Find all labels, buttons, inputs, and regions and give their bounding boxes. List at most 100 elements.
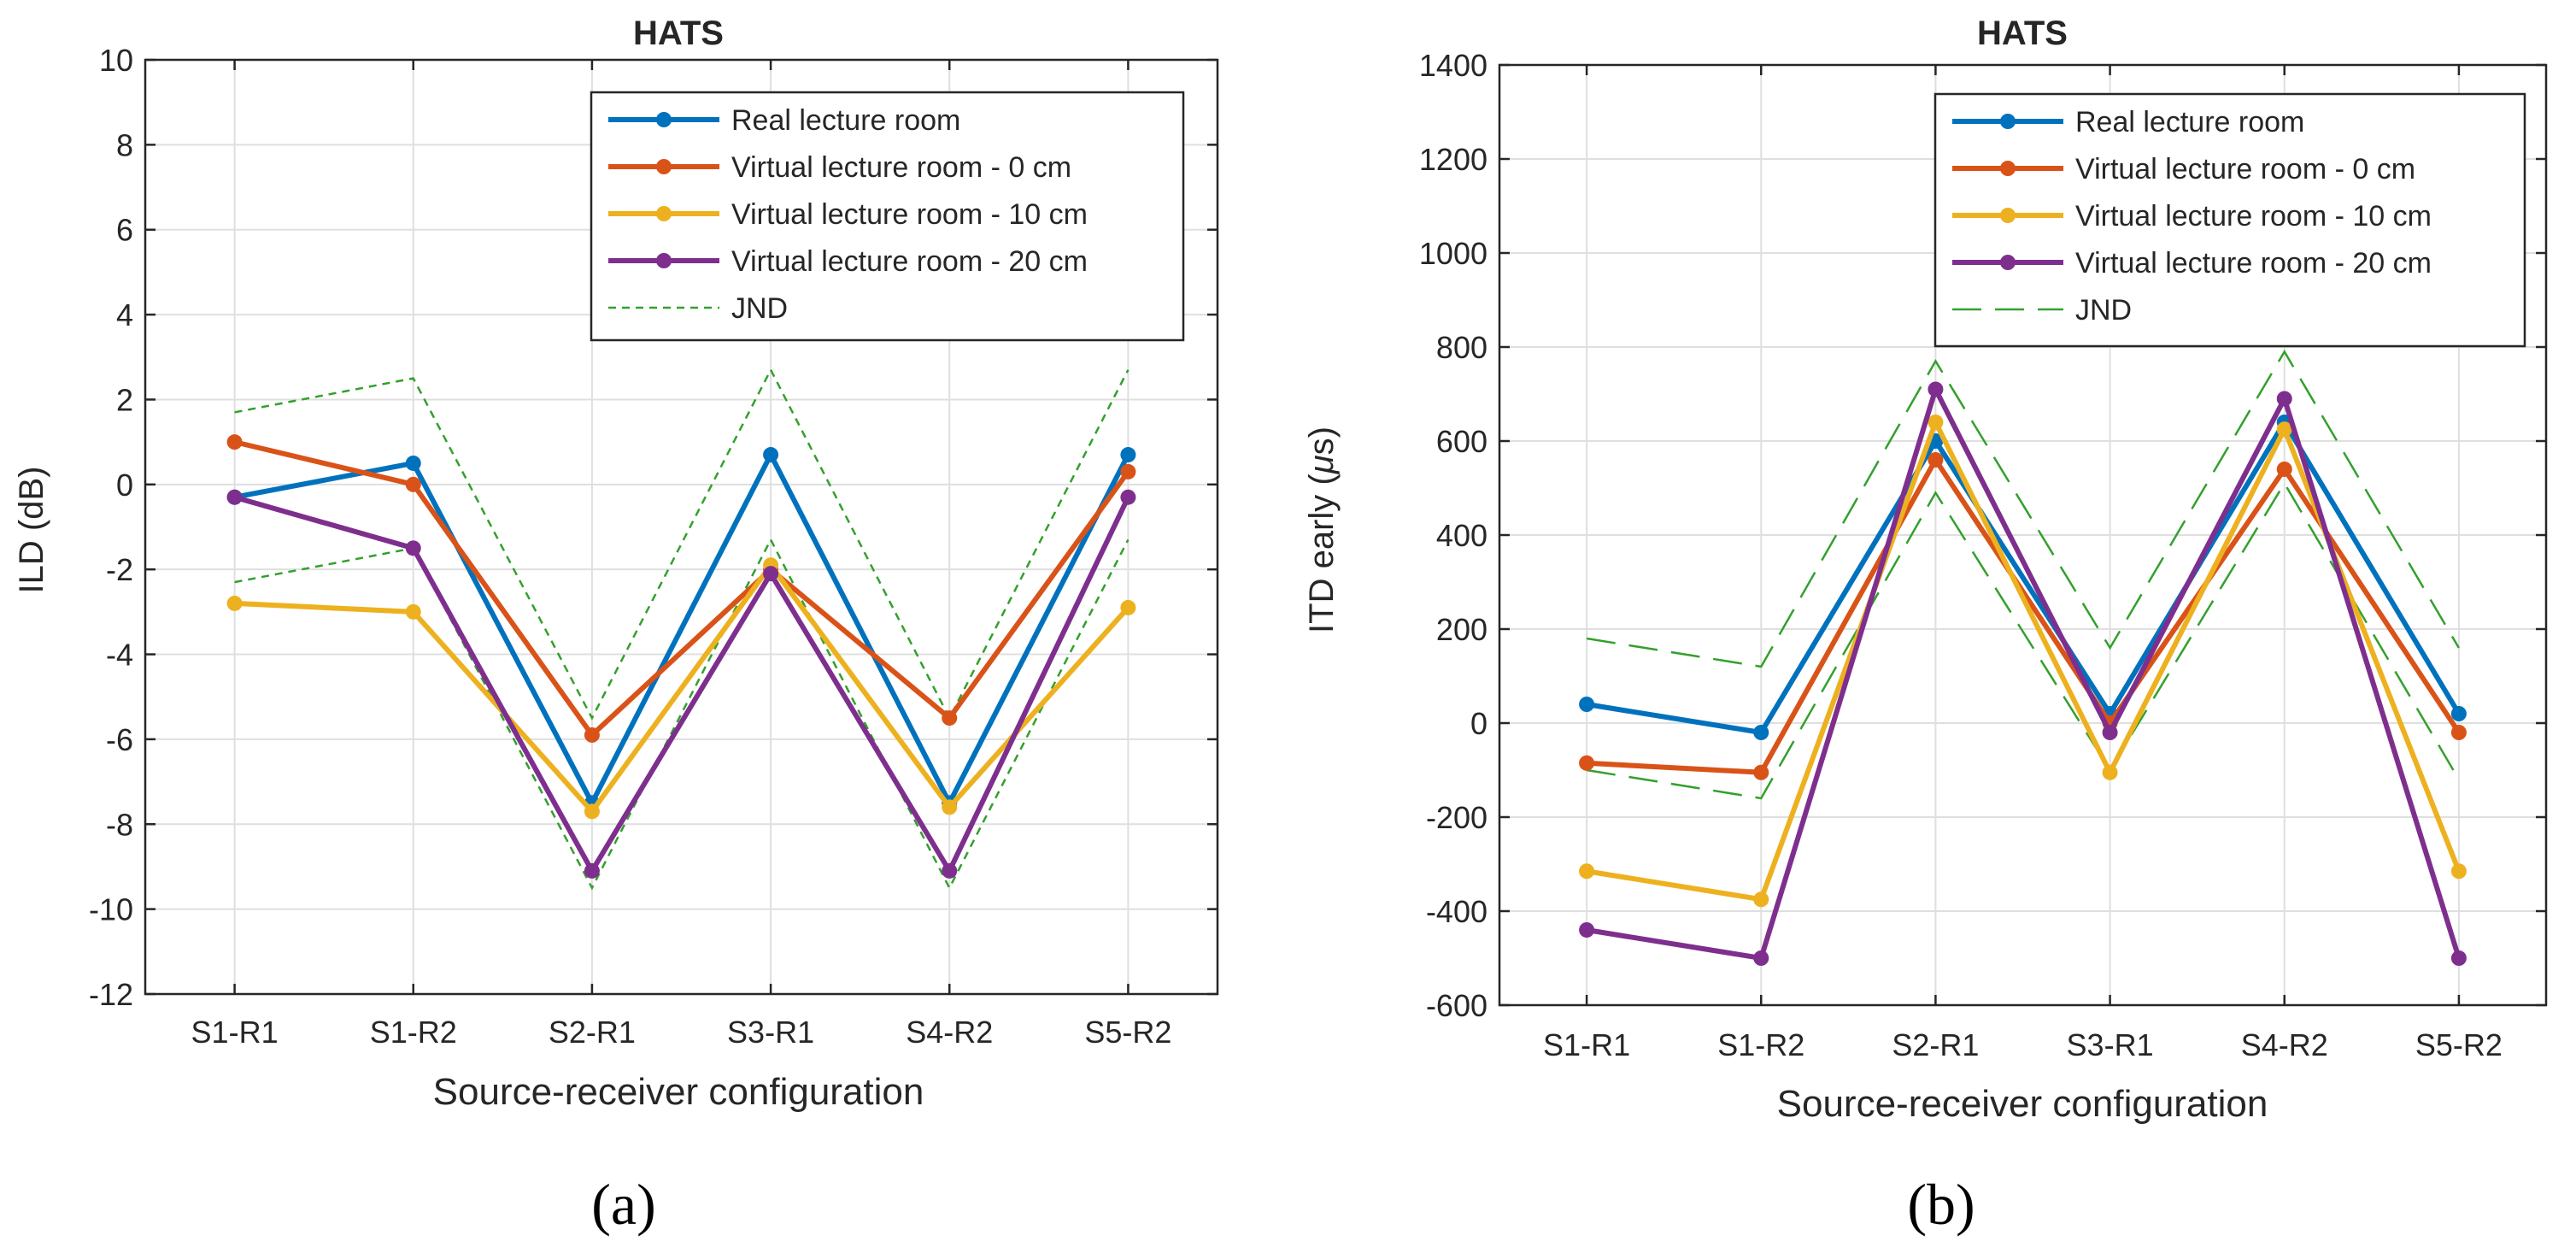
series-line [1586,420,2462,903]
legend-label: Real lecture room [2075,106,2304,138]
legend-label: JND [2075,294,2132,327]
panel-caption: (a) [591,1172,655,1237]
y-tick-label: -200 [1426,800,1488,835]
data-point [1120,463,1136,479]
data-point [1753,891,1769,908]
series-line [1586,457,2462,775]
legend-item: Virtual lecture room - 10 cm [1952,200,2432,232]
y-tick-label: 0 [1470,706,1488,741]
data-point [2102,764,2118,780]
data-point [1120,447,1136,463]
data-point [226,595,243,611]
y-axis-label: ITD early (μs) [1303,427,1341,633]
series-line [1586,420,2462,735]
data-point [942,710,958,727]
y-tick-label: 8 [116,127,133,162]
data-point [584,727,600,743]
jnd-line-lower [234,537,1130,891]
x-tick-label: S3-R1 [2067,1027,2154,1062]
panel-caption: (b) [1907,1172,1975,1237]
legend-label: JND [731,292,788,325]
jnd-line-lower [1586,481,2460,800]
data-point [2450,706,2467,721]
y-tick-label: 800 [1436,330,1488,365]
legend-item: Virtual lecture room - 20 cm [608,245,1088,278]
data-point [1928,452,1944,468]
y-tick-label: 4 [116,297,133,332]
data-point [405,540,421,556]
legend-label: Virtual lecture room - 10 cm [2075,200,2432,232]
axes-box [144,58,1219,996]
y-tick-label: -4 [106,638,133,673]
x-tick-label: S5-R2 [1084,1015,1171,1050]
legend-swatch-marker [2000,208,2016,223]
data-point [1579,863,1595,880]
data-point [2276,421,2292,438]
data-point [405,476,421,492]
y-tick-label: 0 [116,468,133,503]
y-tick-label: 1000 [1419,236,1488,271]
legend-item: Virtual lecture room - 0 cm [608,151,1071,184]
y-tick-label: 1200 [1419,142,1488,177]
data-point [942,799,958,815]
series-line [234,452,1131,806]
data-point [584,862,600,879]
legend-item: JND [608,292,788,325]
legend: Real lecture room Virtual lecture room - … [1933,92,2526,348]
y-tick-label: -400 [1426,894,1488,929]
data-point [405,455,421,471]
legend-swatch-marker [656,253,672,268]
x-tick-label: S5-R2 [2415,1027,2503,1062]
series-line [234,562,1130,815]
series-line [1586,386,2462,961]
data-point [1753,764,1769,780]
x-tick-label: S1-R2 [370,1015,457,1050]
data-point [763,566,779,582]
y-tick-label: 1400 [1419,48,1488,83]
y-tick-label: -2 [106,552,133,587]
legend-swatch-marker [656,206,672,221]
data-point [1579,755,1595,771]
y-axis-label-prefix: ITD early ( [1303,474,1341,633]
y-axis-label-unit: μ [1303,455,1341,474]
y-tick-label: -6 [106,722,133,757]
legend-label: Virtual lecture room - 20 cm [731,245,1088,278]
chart-title: HATS [1977,15,2068,52]
data-point [1928,381,1944,397]
y-tick-label: 400 [1436,518,1488,553]
data-point [1579,697,1595,712]
data-point [763,447,779,463]
x-tick-label: S4-R2 [2241,1027,2328,1062]
y-tick-label: 10 [99,43,133,78]
x-tick-label: S2-R1 [549,1015,636,1050]
chart-title: HATS [633,15,724,52]
data-point [2450,950,2467,966]
legend-swatch-marker [656,112,672,127]
legend: Real lecture room Virtual lecture room - … [590,91,1185,342]
data-point [405,603,421,620]
y-axis-label: ILD (dB) [13,467,50,594]
x-tick-label: S1-R2 [1717,1027,1804,1062]
legend-label: Virtual lecture room - 0 cm [2075,153,2415,185]
jnd-line-upper [234,367,1130,721]
data-point [1120,599,1136,615]
y-tick-label: -600 [1426,988,1488,1023]
y-tick-label: -10 [89,892,133,927]
series-line [233,494,1131,874]
data-point [942,862,958,879]
data-point [226,489,243,505]
x-tick-label: S2-R1 [1892,1027,1979,1062]
y-tick-label: 2 [116,382,133,417]
data-point [584,803,600,820]
chart-panel-a: HATS ILD (dB) Source-receiver configurat… [13,15,1219,1237]
x-tick-label: S3-R1 [727,1015,814,1050]
chart-panel-b: HATS ITD early (μs) Source-receiver conf… [1303,15,2548,1237]
x-tick-label: S1-R1 [1543,1027,1630,1062]
data-point [1753,950,1769,966]
y-tick-label: 600 [1436,424,1488,459]
legend-item: Real lecture room [608,104,960,137]
y-axis-label-suffix: s) [1303,427,1341,455]
legend-swatch-marker [2000,161,2016,176]
legend-label: Virtual lecture room - 0 cm [731,151,1071,184]
